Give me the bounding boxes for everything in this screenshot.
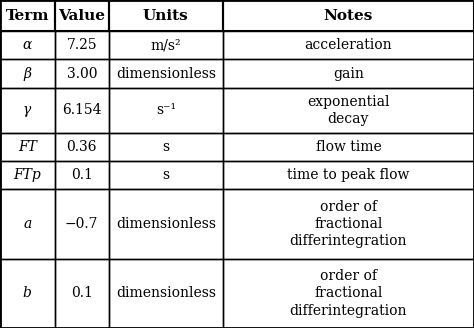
Text: 7.25: 7.25 [66,38,97,52]
Text: γ: γ [23,103,31,117]
Text: b: b [23,286,32,300]
Text: time to peak flow: time to peak flow [287,168,410,182]
Text: FTp: FTp [13,168,41,182]
Text: a: a [23,217,31,231]
Text: acceleration: acceleration [305,38,392,52]
Text: α: α [23,38,32,52]
Text: s: s [162,168,170,182]
Text: gain: gain [333,67,364,81]
Text: dimensionless: dimensionless [116,67,216,81]
Text: s⁻¹: s⁻¹ [156,103,176,117]
Text: 3.00: 3.00 [66,67,97,81]
Text: m/s²: m/s² [151,38,181,52]
Text: order of
fractional
differintegration: order of fractional differintegration [290,269,407,318]
Text: Units: Units [143,9,189,23]
Text: exponential
decay: exponential decay [307,94,390,126]
Text: dimensionless: dimensionless [116,286,216,300]
Text: flow time: flow time [316,140,381,154]
Text: β: β [23,67,31,81]
Text: order of
fractional
differintegration: order of fractional differintegration [290,199,407,248]
Text: −0.7: −0.7 [65,217,99,231]
Text: 6.154: 6.154 [62,103,101,117]
Text: 0.36: 0.36 [66,140,97,154]
Text: Term: Term [6,9,49,23]
Text: dimensionless: dimensionless [116,217,216,231]
Text: Value: Value [58,9,105,23]
Text: 0.1: 0.1 [71,168,93,182]
Text: s: s [162,140,170,154]
Text: Notes: Notes [324,9,373,23]
Text: FT: FT [18,140,36,154]
Text: 0.1: 0.1 [71,286,93,300]
